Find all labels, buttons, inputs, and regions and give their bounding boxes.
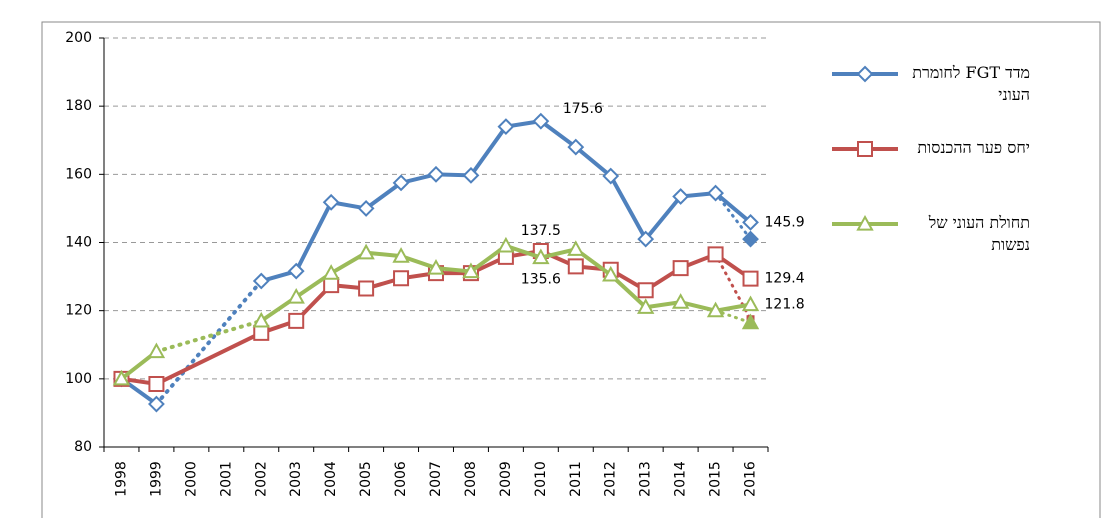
marker <box>671 293 690 309</box>
x-tick-label: 2011 <box>568 461 584 497</box>
marker <box>322 264 340 280</box>
marker <box>252 311 270 328</box>
data-label: 121.8 <box>765 297 805 313</box>
x-tick-label: 2008 <box>463 461 479 497</box>
marker <box>462 166 480 184</box>
legend-symbol <box>832 141 898 157</box>
marker <box>287 287 305 304</box>
x-tick-label: 1998 <box>113 461 129 497</box>
data-label: 129.4 <box>765 271 805 287</box>
x-tick-label: 2016 <box>743 461 759 497</box>
x-tick-label: 2006 <box>393 461 409 497</box>
legend-label: יחס פער ההכנסות <box>917 138 1030 157</box>
x-tick-label: 1999 <box>148 461 164 497</box>
marker <box>707 246 724 263</box>
marker <box>741 295 760 312</box>
data-label: 175.6 <box>563 101 603 117</box>
legend-symbol <box>832 214 898 231</box>
marker <box>393 270 410 287</box>
marker <box>707 184 724 202</box>
marker <box>567 138 585 156</box>
x-tick-label: 2013 <box>638 461 654 497</box>
x-tick-label: 2005 <box>358 461 374 497</box>
marker <box>148 395 165 413</box>
x-tick-label: 2010 <box>533 461 549 497</box>
marker <box>672 188 690 205</box>
marker <box>497 118 515 136</box>
marker <box>358 280 375 297</box>
y-tick-label: 100 <box>65 371 92 387</box>
x-tick-label: 2012 <box>603 461 619 497</box>
marker <box>567 258 584 275</box>
x-tick-label: 2000 <box>183 461 199 497</box>
marker <box>856 65 874 83</box>
legend-label: מדד FGT לחומרת העוני <box>912 63 1030 104</box>
legend-label: תחולת העוני של נפשות <box>928 213 1030 254</box>
data-label: 135.6 <box>521 271 561 287</box>
x-tick-label: 2009 <box>498 461 514 497</box>
marker <box>497 236 515 253</box>
data-label: 145.9 <box>765 214 805 230</box>
x-tick-label: 2014 <box>673 461 689 497</box>
marker <box>357 243 375 260</box>
x-tick-label: 2002 <box>253 461 269 497</box>
marker <box>322 193 340 211</box>
y-tick-label: 140 <box>65 235 92 251</box>
y-tick-label: 80 <box>74 439 92 455</box>
marker <box>857 141 873 157</box>
marker <box>602 167 620 185</box>
y-tick-label: 120 <box>65 303 92 319</box>
legend: מדד FGT לחומרת העוני יחס פער ההכנסות תחולת… <box>830 62 1030 287</box>
marker <box>462 262 480 279</box>
marker <box>567 240 585 256</box>
y-tick-label: 180 <box>65 98 92 114</box>
legend-item: יחס פער ההכנסות <box>830 137 1030 212</box>
marker <box>706 301 725 318</box>
marker <box>252 272 270 290</box>
marker <box>112 369 131 386</box>
gap-connector <box>155 331 263 386</box>
marker <box>741 313 760 330</box>
marker <box>147 342 166 359</box>
marker <box>392 174 410 192</box>
gap-connector <box>154 279 264 407</box>
data-label: 137.5 <box>521 223 561 239</box>
x-tick-label: 2001 <box>218 461 234 497</box>
marker <box>742 230 759 248</box>
x-tick-label: 2003 <box>288 461 304 497</box>
marker <box>637 282 654 299</box>
marker <box>602 265 620 282</box>
x-tick-label: 2015 <box>708 461 724 497</box>
marker <box>357 200 375 217</box>
legend-item: תחולת העוני של נפשות <box>830 212 1030 287</box>
gap-connector <box>154 318 264 354</box>
marker <box>427 259 445 275</box>
marker <box>253 324 270 341</box>
marker <box>672 260 689 277</box>
marker <box>148 375 165 392</box>
marker <box>636 298 655 314</box>
legend-item: מדד FGT לחומרת העוני <box>830 62 1030 137</box>
estimate-line <box>714 191 753 241</box>
marker <box>427 165 445 183</box>
marker <box>742 213 759 231</box>
marker <box>532 112 550 130</box>
marker <box>532 248 550 265</box>
y-tick-label: 160 <box>65 166 92 182</box>
x-tick-label: 2004 <box>323 461 339 497</box>
marker <box>856 214 874 231</box>
x-tick-label: 2007 <box>428 461 444 497</box>
marker <box>323 277 340 294</box>
chart-frame <box>41 21 1101 518</box>
marker <box>392 247 410 263</box>
estimate-line <box>714 252 753 321</box>
marker <box>288 312 305 329</box>
legend-symbol <box>832 65 898 83</box>
marker <box>287 262 305 280</box>
marker <box>742 270 759 287</box>
marker <box>637 230 655 248</box>
y-tick-label: 200 <box>65 30 92 46</box>
